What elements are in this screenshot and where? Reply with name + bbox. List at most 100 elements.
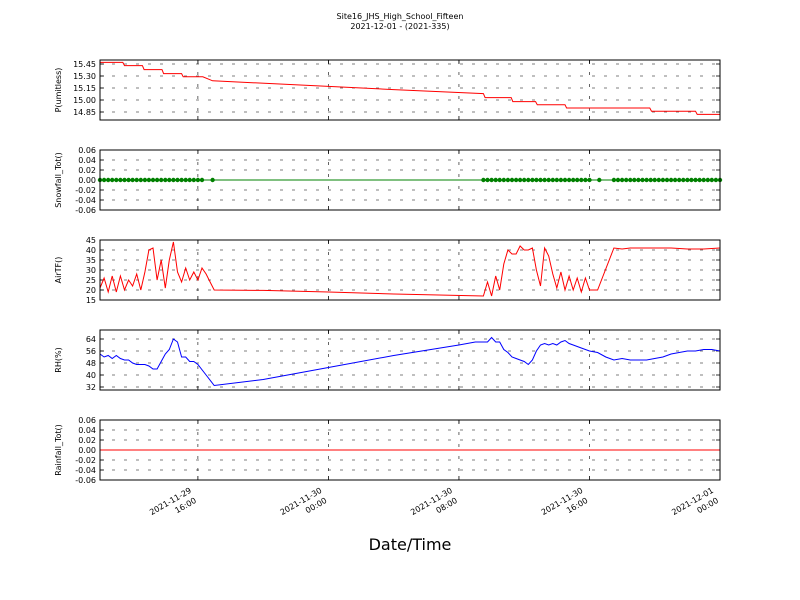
y-tick-label: 15.00 xyxy=(73,96,96,105)
data-point xyxy=(644,177,649,183)
data-point xyxy=(110,177,115,183)
data-point xyxy=(134,177,139,183)
y-tick-label: 14.85 xyxy=(73,108,96,117)
panel-2: 0.060.040.020.00-0.02-0.04-0.06 Snowfall_… xyxy=(54,146,723,215)
data-point xyxy=(101,177,107,183)
y-tick-label: 48 xyxy=(86,359,96,368)
data-point xyxy=(693,177,698,183)
data-point xyxy=(660,177,666,183)
y-tick-label: 40 xyxy=(86,371,96,380)
data-point xyxy=(652,177,657,183)
panels: 15.45 15.30 15.15 15.00 14.85 P(umitless) 0.06… xyxy=(54,59,723,517)
data-point xyxy=(517,177,523,183)
data-point xyxy=(668,177,674,183)
y-tick-label: -0.04 xyxy=(75,196,96,205)
data-point xyxy=(628,177,633,183)
y-tick-label: 25 xyxy=(86,276,96,285)
y-tick-label: 32 xyxy=(86,383,96,392)
data-point xyxy=(534,177,539,183)
data-point xyxy=(146,177,152,183)
y-tick-label: 35 xyxy=(86,256,96,265)
y-tick-label: 56 xyxy=(86,347,96,356)
panel-5: 0.060.040.020.00-0.02-0.04-0.06 Rainfall_… xyxy=(54,416,721,485)
data-point xyxy=(587,177,592,183)
data-point xyxy=(175,177,180,183)
y-tick-label: 15 xyxy=(86,296,96,305)
data-point xyxy=(210,177,215,183)
data-point xyxy=(497,177,502,183)
axes-frame xyxy=(99,329,721,391)
axes-frame xyxy=(99,419,721,481)
data-point xyxy=(509,177,515,183)
data-point xyxy=(677,177,682,183)
x-axis-label: Date/Time xyxy=(369,535,452,554)
y-tick-label: 30 xyxy=(86,266,96,275)
data-point xyxy=(597,177,602,183)
axes-frame xyxy=(99,239,721,301)
y-tick-label: 0.04 xyxy=(78,156,96,165)
y-tick-label: 0.06 xyxy=(78,146,96,155)
y-tick-label: 0.04 xyxy=(78,426,96,435)
data-point xyxy=(624,177,629,183)
chart-title: Site16_JHS_High_School_Fifteen xyxy=(337,12,464,21)
data-point xyxy=(505,177,511,183)
data-point xyxy=(640,177,645,183)
series-line xyxy=(100,61,720,115)
data-point xyxy=(159,177,164,183)
data-point xyxy=(183,177,188,183)
panel-4: 64 56 48 40 32 RH(%) xyxy=(54,329,721,392)
data-point xyxy=(150,177,156,183)
data-point xyxy=(138,177,143,183)
data-point xyxy=(199,177,205,183)
data-point xyxy=(187,177,192,183)
data-point xyxy=(685,177,690,183)
y-tick-label: -0.02 xyxy=(75,456,96,465)
y-axis-label: Snowfall_Tot() xyxy=(54,152,63,208)
data-point xyxy=(575,177,580,183)
data-point xyxy=(167,177,172,183)
data-point xyxy=(705,177,710,183)
data-point xyxy=(579,177,584,183)
y-tick-label: 0.00 xyxy=(78,176,96,185)
data-point xyxy=(689,177,694,183)
data-point xyxy=(681,177,686,183)
data-point xyxy=(191,177,196,183)
data-point xyxy=(656,177,661,183)
data-point xyxy=(648,177,653,183)
data-point xyxy=(672,177,678,183)
axes-frame xyxy=(99,59,721,121)
data-point xyxy=(632,177,637,183)
data-point xyxy=(566,177,572,183)
y-tick-label: 15.15 xyxy=(73,84,96,93)
y-tick-label: 40 xyxy=(86,246,96,255)
data-point xyxy=(701,177,706,183)
data-point xyxy=(526,177,531,183)
y-tick-label: 20 xyxy=(86,286,96,295)
data-point xyxy=(118,177,123,183)
y-tick-label: 0.02 xyxy=(78,166,96,175)
axes-frame xyxy=(99,149,721,211)
data-point xyxy=(513,177,519,183)
y-tick-label: -0.02 xyxy=(75,186,96,195)
y-axis-label: RH(%) xyxy=(54,347,63,372)
y-tick-label: -0.04 xyxy=(75,466,96,475)
chart-subtitle: 2021-12-01 - (2021-335) xyxy=(350,22,449,31)
y-tick-label: 0.00 xyxy=(78,446,96,455)
data-point xyxy=(179,177,184,183)
data-point xyxy=(546,177,551,183)
data-point xyxy=(558,177,564,183)
data-point xyxy=(562,177,568,183)
series-line xyxy=(99,241,721,297)
data-point xyxy=(493,177,498,183)
data-point xyxy=(530,177,535,183)
y-tick-label: 15.45 xyxy=(73,60,96,69)
data-point xyxy=(697,177,702,183)
y-tick-label: -0.06 xyxy=(75,206,96,215)
y-tick-label: 0.06 xyxy=(78,416,96,425)
series-line xyxy=(99,336,721,387)
y-axis-label: P(umitless) xyxy=(54,68,63,113)
y-tick-label: 64 xyxy=(86,335,96,344)
data-point xyxy=(114,177,119,183)
